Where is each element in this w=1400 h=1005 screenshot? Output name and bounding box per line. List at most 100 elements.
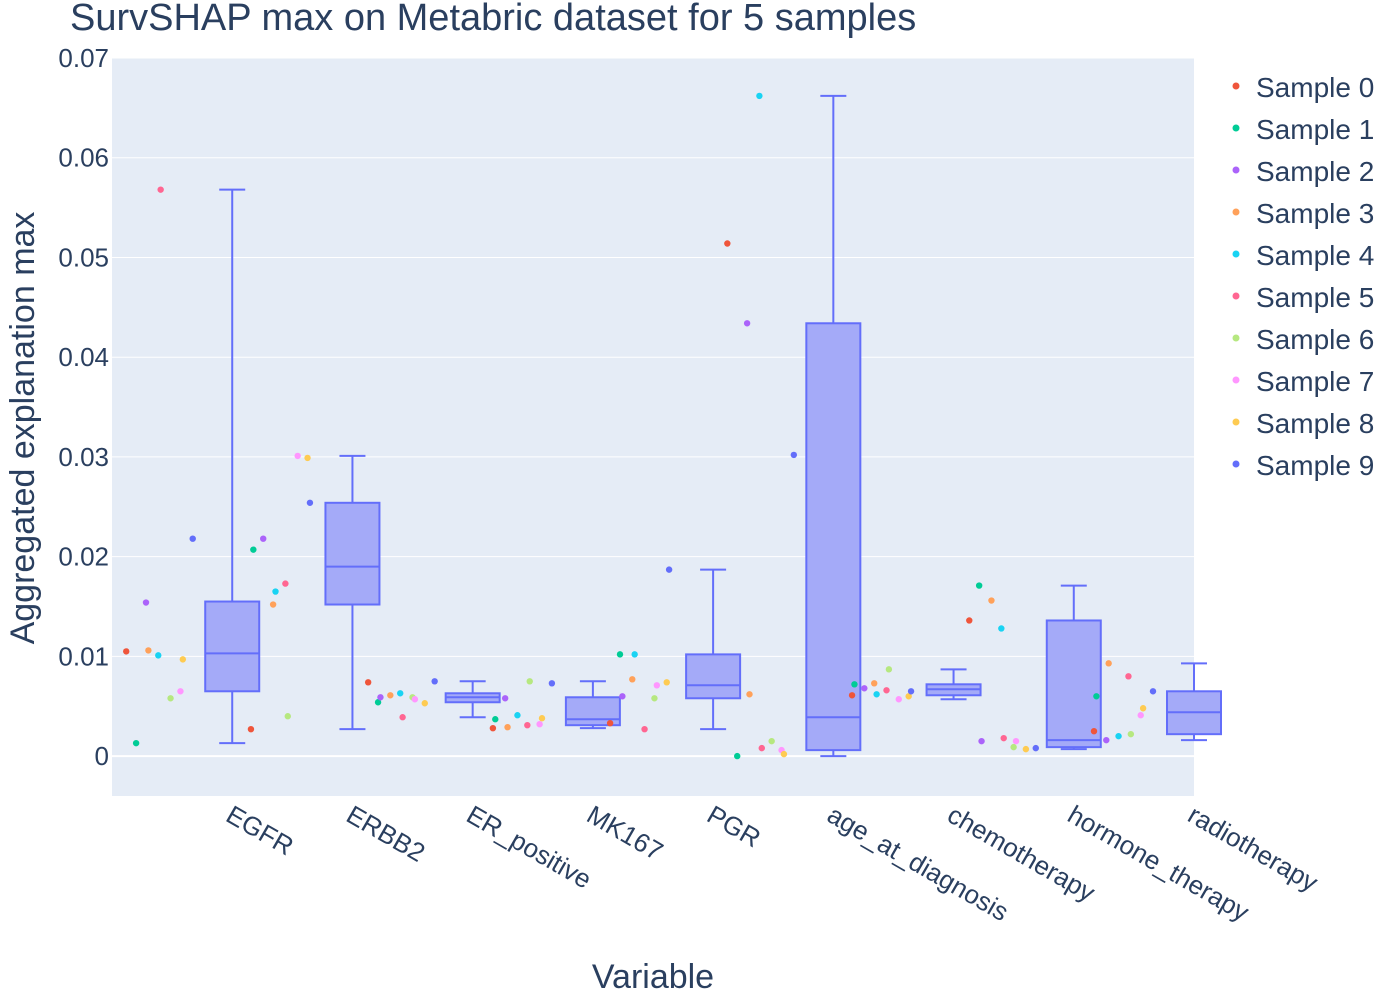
sample-point (1010, 743, 1017, 751)
sample-point (526, 678, 533, 685)
legend-marker (1232, 124, 1240, 132)
sample-point (631, 651, 638, 658)
box-EGFR (204, 188, 261, 745)
box-iqr (204, 600, 261, 693)
legend-marker (1232, 376, 1240, 384)
sample-point (179, 656, 187, 663)
legend-label: Sample 4 (1256, 240, 1374, 271)
sample-point (157, 186, 164, 193)
legend-label: Sample 6 (1256, 324, 1374, 355)
legend-label: Sample 9 (1256, 450, 1374, 481)
legend-marker (1232, 250, 1240, 258)
sample-point (269, 601, 277, 608)
sample-point (1022, 745, 1030, 753)
sample-point (619, 693, 626, 700)
box-ERBB2 (324, 454, 381, 731)
legend-item: Sample 4 (1232, 240, 1374, 271)
sample-point (145, 647, 152, 654)
y-tick-label: 0.03 (58, 442, 109, 472)
legend-item: Sample 0 (1232, 72, 1374, 103)
box-age_at_diagnosis (805, 94, 862, 758)
sample-point (177, 688, 184, 695)
sample-point (167, 695, 174, 702)
chart-title: SurvSHAP max on Metabric dataset for 5 s… (70, 0, 916, 39)
sample-point (282, 580, 289, 587)
sample-point (247, 725, 255, 733)
sample-point (907, 688, 915, 695)
legend-marker (1232, 166, 1240, 174)
sample-point (411, 696, 419, 703)
box-iqr (324, 501, 381, 606)
legend-label: Sample 5 (1256, 282, 1374, 313)
sample-point (653, 682, 661, 689)
y-tick-label: 0.04 (58, 342, 109, 372)
sample-point (780, 750, 788, 758)
sample-point (790, 451, 798, 459)
sample-point (1000, 734, 1007, 742)
y-axis-title: Aggregated explanation max (4, 212, 42, 645)
sample-point (294, 452, 301, 460)
sample-point (364, 679, 372, 686)
sample-point (304, 454, 311, 462)
sample-point (975, 582, 983, 589)
sample-point (1093, 693, 1100, 700)
sample-point (155, 652, 162, 659)
sample-point (1137, 712, 1144, 719)
legend-marker (1232, 460, 1240, 468)
sample-point (606, 719, 614, 727)
y-tick-label: 0.05 (58, 242, 109, 272)
sample-point (142, 599, 150, 606)
y-tick-label: 0 (95, 741, 109, 771)
sample-point (377, 694, 384, 701)
sample-point (189, 535, 196, 542)
sample-point (1139, 705, 1147, 712)
box-ER_positive (444, 680, 501, 719)
sample-point (734, 752, 741, 760)
sample-point (123, 648, 130, 655)
sample-point (966, 617, 973, 624)
sample-point (883, 687, 890, 694)
sample-point (399, 714, 406, 721)
sample-point (743, 320, 751, 327)
legend-marker (1232, 292, 1240, 300)
sample-point (548, 680, 556, 687)
sample-point (756, 92, 763, 100)
sample-point (871, 680, 878, 687)
sample-point (284, 713, 291, 720)
sample-point (978, 737, 985, 745)
sample-point (421, 700, 428, 707)
sample-point (1149, 688, 1157, 695)
legend-item: Sample 8 (1232, 408, 1374, 439)
legend-label: Sample 8 (1256, 408, 1374, 439)
sample-point (538, 715, 546, 722)
sample-point (768, 737, 775, 745)
sample-point (1127, 730, 1135, 738)
legend-label: Sample 0 (1256, 72, 1374, 103)
sample-point (489, 724, 497, 732)
sample-point (250, 546, 257, 553)
sample-point (132, 739, 140, 747)
sample-point (524, 721, 531, 729)
sample-point (1012, 737, 1020, 745)
sample-point (374, 699, 382, 706)
sample-point (851, 681, 858, 688)
legend-label: Sample 1 (1256, 114, 1374, 145)
legend-item: Sample 6 (1232, 324, 1374, 355)
y-tick-label: 0.01 (58, 641, 109, 671)
sample-point (746, 691, 753, 698)
box-chemotherapy (925, 668, 982, 701)
sample-point (663, 679, 670, 686)
box-radiotherapy (1166, 662, 1222, 742)
sample-point (651, 695, 658, 702)
sample-point (504, 723, 511, 731)
sample-point (514, 712, 521, 719)
sample-point (758, 744, 765, 752)
sample-point (272, 588, 279, 595)
legend-item: Sample 7 (1232, 366, 1374, 397)
sample-point (616, 651, 624, 658)
sample-point (998, 625, 1005, 632)
sample-point (848, 692, 856, 699)
sample-point (629, 676, 636, 683)
sample-point (431, 678, 438, 685)
